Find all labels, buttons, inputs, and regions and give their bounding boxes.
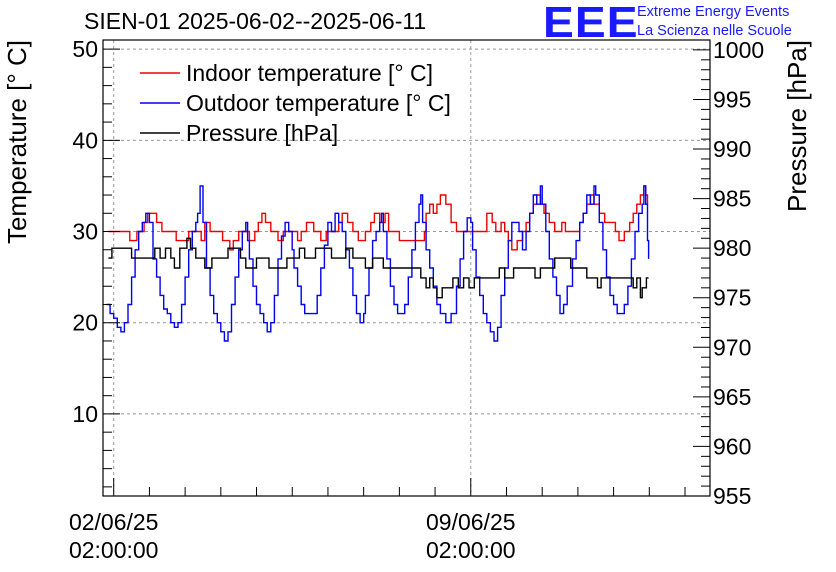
grid (103, 40, 710, 496)
y2-tick-label: 985 (713, 186, 751, 212)
x-tick-label-date: 09/06/25 (426, 509, 516, 535)
chart-title: SIEN-01 2025-06-02--2025-06-11 (84, 8, 427, 34)
y2-tick-label: 960 (713, 433, 751, 459)
y2-tick-label: 980 (713, 235, 751, 261)
axes: 10 20 30 40 50 955 960 965 970 975 980 985 990 995 100… (2, 36, 812, 563)
y-tick-label: 10 (72, 401, 98, 427)
series-line-pressure (108, 237, 649, 299)
y-tick-label: 20 (72, 310, 98, 336)
legend-label: Indoor temperature [° C] (186, 60, 433, 86)
y2-tick-label: 975 (713, 285, 751, 311)
logo-caption-line2: La Scienza nelle Scuole (637, 23, 792, 39)
y-tick-label: 30 (72, 219, 98, 245)
legend-label: Outdoor temperature [° C] (186, 90, 451, 116)
y2-tick-label: 955 (713, 483, 751, 509)
y2-tick-label: 970 (713, 334, 751, 360)
y-axis-title: Temperature [° C] (2, 40, 32, 244)
logo-caption: Extreme Energy Events La Scienza nelle S… (637, 3, 792, 41)
y2-tick-label: 990 (713, 136, 751, 162)
x-tick-label-date: 02/06/25 (69, 509, 159, 535)
x-tick-label-time: 02:00:00 (69, 537, 159, 563)
legend: Indoor temperature [° C] Outdoor temperat… (140, 60, 451, 146)
y2-tick-label: 965 (713, 384, 751, 410)
y-tick-label: 40 (72, 127, 98, 153)
eee-logo: EEE (543, 0, 639, 47)
y2-tick-label: 1000 (713, 37, 764, 63)
series-line-indoor (108, 185, 649, 251)
series (106, 185, 650, 342)
series-line-outdoor (106, 185, 650, 342)
x-tick-label-time: 02:00:00 (426, 537, 516, 563)
y2-tick-label: 995 (713, 86, 751, 112)
y-tick-label: 50 (72, 36, 98, 62)
legend-label: Pressure [hPa] (186, 120, 338, 146)
y2-axis-title: Pressure [hPa] (782, 40, 812, 212)
logo-caption-line1: Extreme Energy Events (637, 4, 790, 20)
